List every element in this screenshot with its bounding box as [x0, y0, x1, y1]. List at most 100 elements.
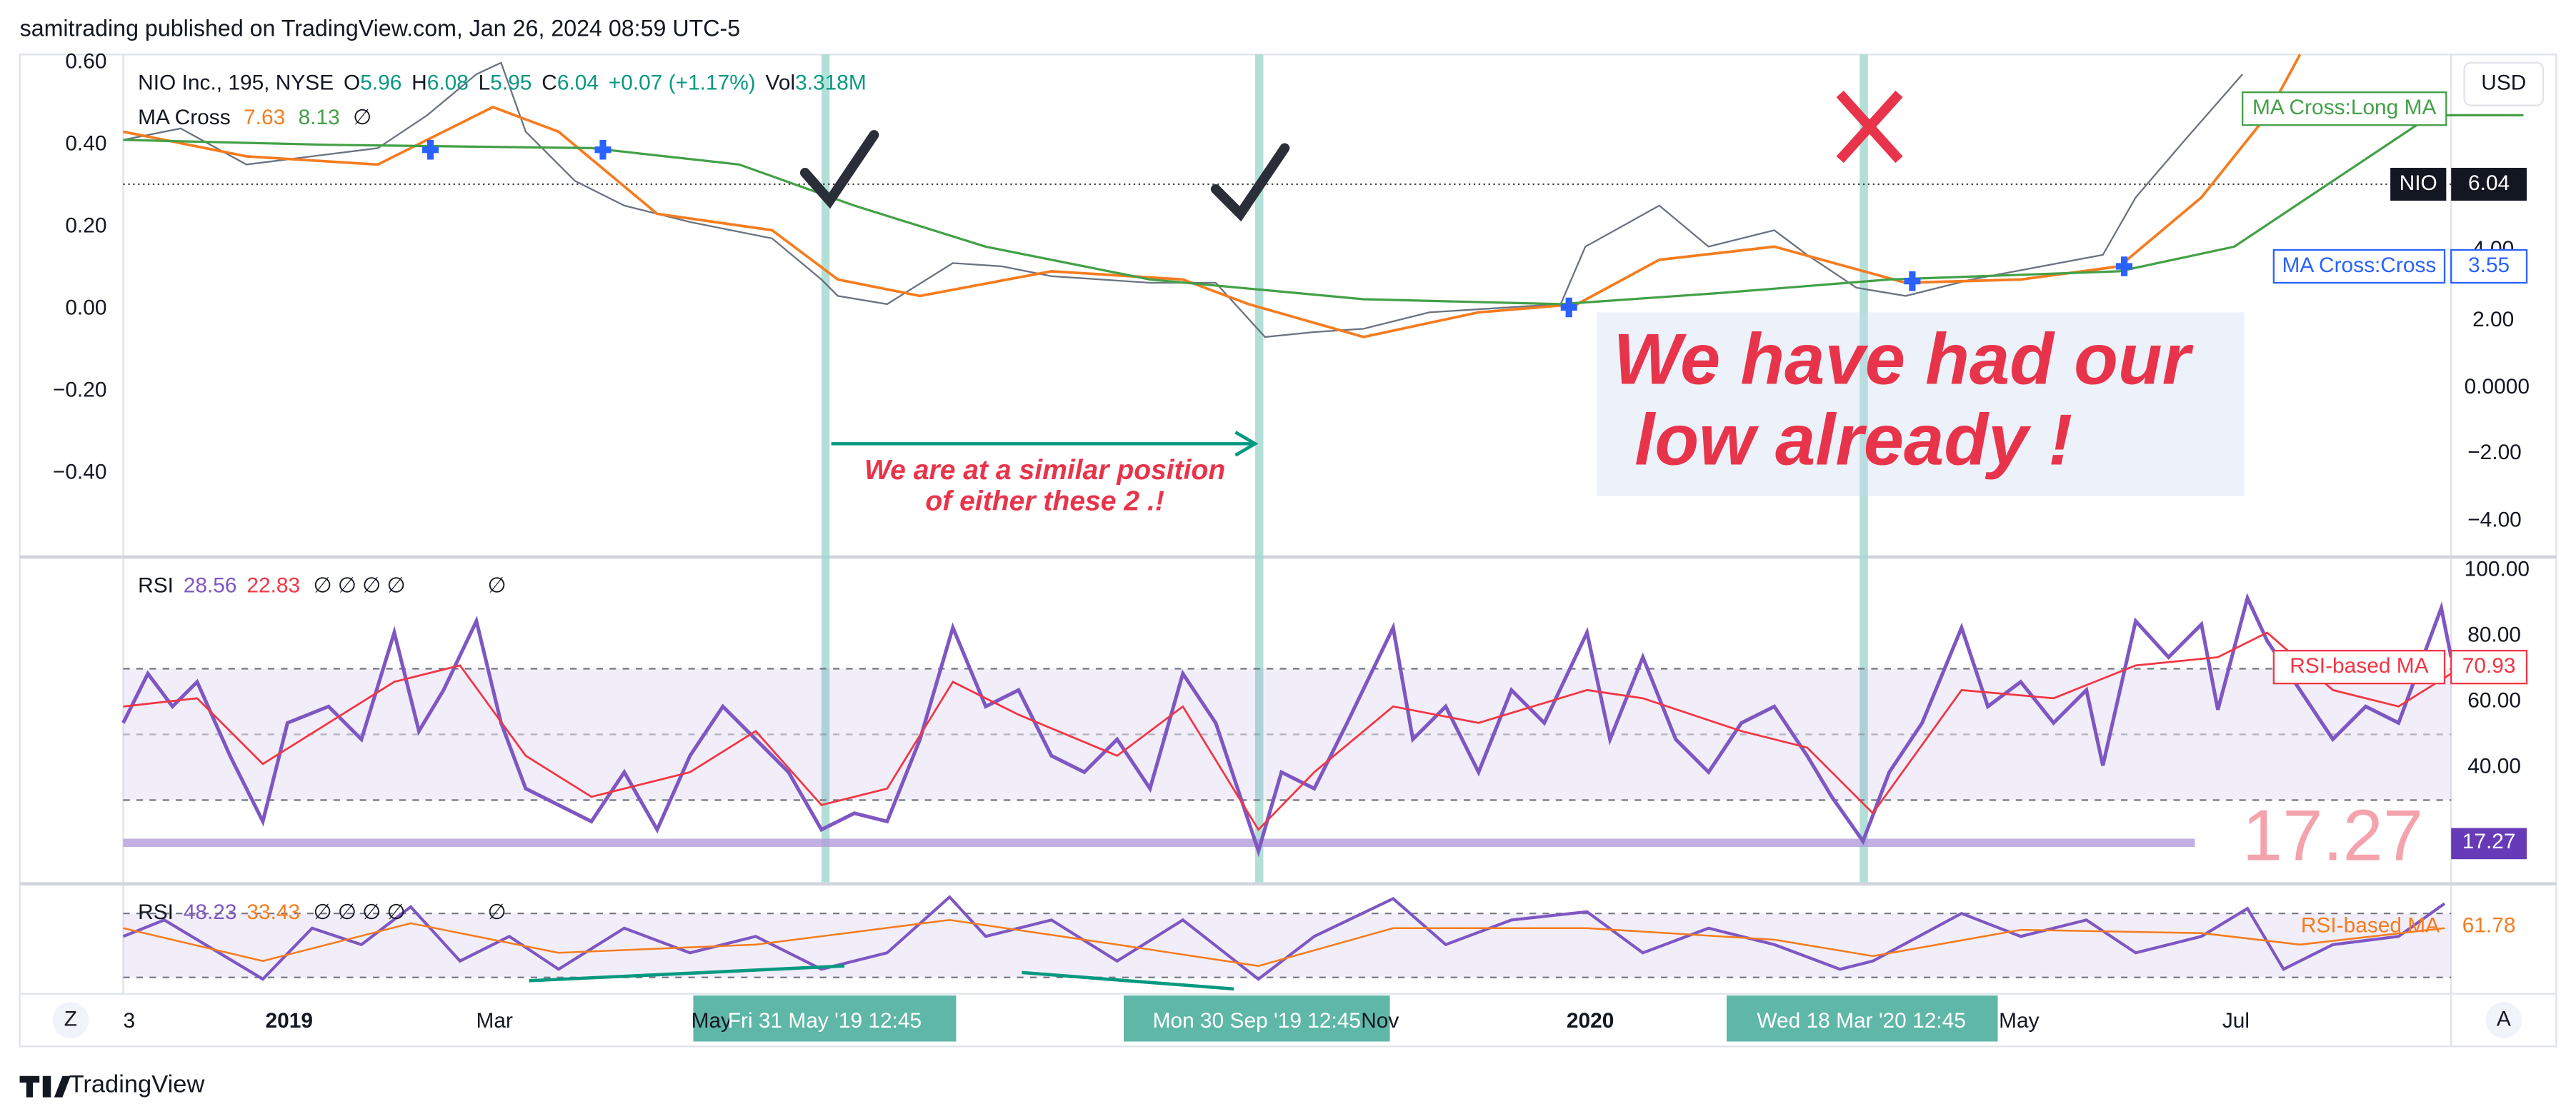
time-label: 2019	[266, 1009, 313, 1033]
brand: TradingView	[69, 1071, 205, 1098]
tag-box	[2450, 249, 2528, 284]
tag-box	[2390, 168, 2447, 201]
rsi-extras: ∅ ∅ ∅ ∅	[314, 573, 406, 597]
cross-markers	[422, 139, 2133, 318]
time-label: Jul	[2222, 1009, 2250, 1033]
rsi-extra: ∅	[488, 900, 506, 924]
rsi-ma-tag: RSI-based MA	[2290, 654, 2428, 678]
rsi-value: 48.23	[184, 900, 237, 924]
brand-logo	[19, 1075, 71, 1098]
ma-legend: MA Cross 7.63 8.13 ∅	[138, 106, 371, 129]
legend-label: Vol	[766, 71, 796, 95]
legend-value: 6.08	[427, 71, 469, 95]
time-highlight	[1727, 995, 1998, 1042]
axis-label: 100.00	[2465, 557, 2530, 581]
time-highlight	[1124, 995, 1390, 1042]
rsi-ma-value: 22.83	[246, 573, 300, 597]
cross-marker	[594, 139, 611, 160]
cross-tag: MA Cross:Cross	[2282, 254, 2437, 277]
annotation-text: We are at a similar position	[864, 455, 1225, 486]
tag-box	[2451, 168, 2527, 201]
currency-button[interactable]	[2463, 61, 2545, 106]
axis-label: 0.20	[65, 214, 106, 238]
axis-label: −0.40	[53, 461, 107, 484]
tag-box	[2272, 249, 2446, 284]
time-highlight	[693, 995, 957, 1042]
checkmark	[799, 130, 879, 209]
tag-box	[2450, 649, 2528, 685]
ma-name: MA Cross	[138, 106, 230, 129]
cross-out-mark	[1836, 90, 1903, 164]
time-highlight-label: Fri 31 May '19 12:45	[728, 1009, 922, 1033]
rsi-name: RSI	[138, 573, 174, 597]
big-value-text: 17.27	[2242, 796, 2423, 876]
axis-label: 0.00	[65, 296, 106, 320]
legend-line: NIO Inc., 195, NYSE O5.96 H6.08 L5.95 C6.04 +…	[138, 71, 867, 95]
rsi-extras: ∅ ∅ ∅ ∅	[314, 900, 406, 924]
cross-marker	[2116, 256, 2133, 276]
ma-fast-value: 7.63	[244, 106, 285, 129]
vertical-marker	[1859, 54, 1868, 883]
axis-label: 0.40	[65, 132, 106, 156]
auto-button-label[interactable]: A	[2497, 1007, 2511, 1030]
axis-label: 80.00	[2467, 623, 2521, 646]
cross-marker	[422, 139, 439, 160]
axis-label: −0.20	[53, 378, 107, 402]
axis-label: −4.00	[2467, 508, 2522, 531]
arrow	[529, 964, 845, 983]
cross-marker	[1904, 271, 1921, 291]
rsi-value: 28.56	[184, 573, 237, 597]
rsi2-ma-value-tag: 61.78	[2462, 913, 2516, 937]
time-label: May	[1999, 1009, 2040, 1033]
axis-label: 60.00	[2467, 688, 2521, 712]
cross-marker	[1560, 297, 1577, 318]
rsi-ma-value: 33.43	[246, 900, 300, 924]
legend-value: 5.96	[360, 71, 401, 95]
left-axis: 0.60 0.40 0.20 0.00 −0.20 −0.40	[53, 50, 107, 484]
tag-box	[2451, 828, 2527, 860]
axis-label: 2.00	[2472, 308, 2514, 331]
axis-label: −2.00	[2467, 441, 2522, 464]
ma-slow-value: 8.13	[299, 106, 340, 129]
axis-label: 0.60	[65, 50, 106, 74]
legend-change: +0.07 (+1.17%)	[609, 71, 756, 95]
auto-button[interactable]	[2485, 1002, 2522, 1038]
rsi-ma-line	[123, 631, 2452, 832]
rsi2-ma-line	[123, 919, 2445, 967]
zoom-button-label[interactable]: Z	[64, 1007, 77, 1030]
cross-value-tag: 3.55	[2468, 254, 2510, 277]
rsi-name: RSI	[138, 900, 174, 924]
axis-label: 40.00	[2467, 754, 2521, 778]
time-label: 2020	[1567, 1009, 1614, 1033]
checkmark	[1210, 143, 1290, 222]
ma-slow-line	[123, 114, 2524, 306]
annotation-text: low already !	[1634, 399, 2072, 480]
legend-value: 6.04	[557, 71, 599, 95]
currency[interactable]: USD	[2481, 71, 2526, 95]
rsi-line	[121, 593, 2453, 858]
rsi-ma-value-tag: 70.93	[2462, 654, 2516, 678]
annotation-box	[1597, 312, 2245, 496]
zoom-button[interactable]	[52, 1002, 89, 1038]
rsi-value-tag: 17.27	[2462, 830, 2516, 853]
legend-label: C	[541, 71, 557, 95]
time-highlight-label: Wed 18 Mar '20 12:45	[1757, 1009, 1965, 1033]
tag-box	[2272, 649, 2446, 685]
rsi2-ma-tag: RSI-based MA	[2301, 913, 2440, 937]
publisher-line: samitrading published on TradingView.com…	[20, 15, 741, 41]
arrow-head	[1234, 431, 1259, 457]
ma-fast-line	[123, 54, 2302, 338]
last-price-tag: 6.04	[2468, 171, 2510, 195]
annotation-text: We have had our	[1613, 319, 2193, 400]
symbol: NIO Inc., 195, NYSE	[138, 71, 334, 95]
symbol-tag: NIO	[2400, 171, 2437, 195]
chart-frame	[19, 54, 2557, 1048]
time-highlight-label: Mon 30 Sep '19 12:45	[1153, 1009, 1361, 1033]
time-label: Mar	[476, 1009, 513, 1033]
legend-label: O	[344, 71, 360, 95]
time-label: Nov	[1361, 1009, 1399, 1033]
annotation-text: of either these 2 .!	[925, 486, 1164, 516]
axis-label: 0.0000	[2465, 375, 2530, 398]
